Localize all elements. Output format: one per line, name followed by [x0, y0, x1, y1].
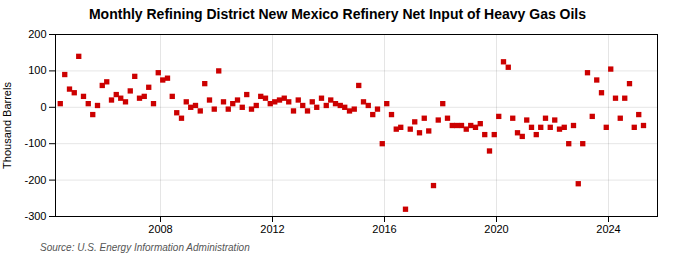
svg-text:2020: 2020 — [484, 223, 508, 235]
svg-text:0: 0 — [40, 101, 46, 113]
svg-text:2008: 2008 — [148, 223, 172, 235]
svg-text:-200: -200 — [24, 174, 46, 186]
svg-text:2024: 2024 — [596, 223, 620, 235]
svg-text:Thousand Barrels: Thousand Barrels — [1, 82, 13, 169]
svg-text:2016: 2016 — [372, 223, 396, 235]
svg-text:2012: 2012 — [260, 223, 284, 235]
svg-text:200: 200 — [28, 28, 46, 40]
html-text:Source: U.S. Energy Informatio: Source: U.S. Energy Information Administ… — [40, 242, 250, 253]
svg-text:-100: -100 — [24, 137, 46, 149]
svg-text:-300: -300 — [24, 210, 46, 222]
html-text:Monthly Refining District New: Monthly Refining District New Mexico Ref… — [89, 6, 586, 22]
svg-text:100: 100 — [28, 64, 46, 76]
